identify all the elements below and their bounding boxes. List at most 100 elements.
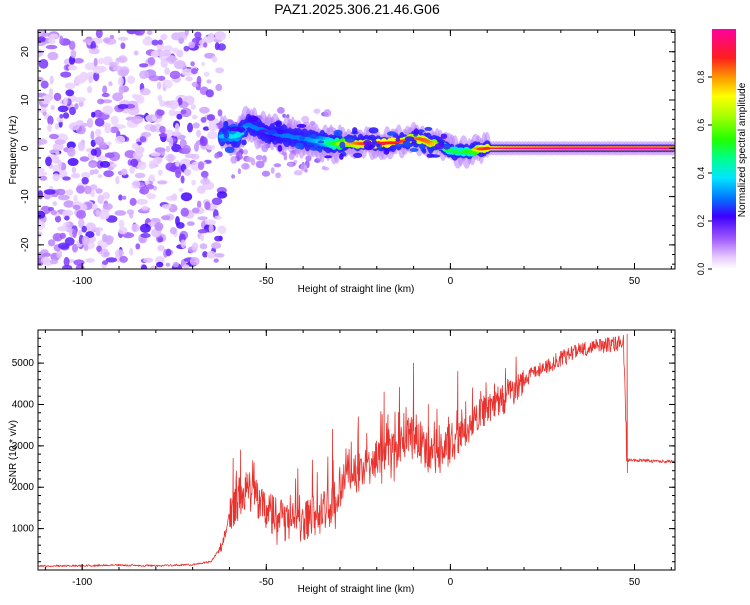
snr-y-ticks: 1000 2000 3000 4000 5000 [12, 329, 675, 571]
noise-blob [57, 105, 69, 113]
y-tick-label: 0 [20, 145, 31, 151]
noise-blob [192, 122, 200, 129]
noise-blob [85, 258, 95, 263]
noise-blob [206, 79, 212, 84]
noise-blob [238, 152, 242, 159]
noise-blob [54, 139, 66, 145]
noise-blob [106, 141, 112, 147]
noise-blob [172, 261, 179, 268]
ridge-cell [386, 131, 397, 136]
ridge-cell [424, 126, 433, 131]
noise-blob [131, 180, 141, 189]
noise-blob [48, 88, 54, 96]
x-tick-label: -100 [72, 577, 92, 588]
noise-blob [217, 43, 226, 51]
noise-blob [202, 126, 210, 131]
noise-blob [217, 109, 223, 117]
noise-blob [117, 104, 129, 109]
noise-blob [255, 154, 263, 161]
noise-blob [55, 150, 60, 156]
noise-blob [118, 85, 125, 95]
noise-blob [201, 61, 206, 67]
noise-blob [118, 219, 125, 229]
ridge-cell [413, 143, 418, 148]
y-tick-label: 5000 [12, 358, 35, 369]
noise-blob [192, 114, 198, 120]
ridge-cell [299, 136, 305, 141]
noise-blob [162, 79, 173, 89]
noise-blob [40, 80, 49, 89]
noise-blob [90, 130, 95, 140]
noise-blob [115, 249, 125, 258]
noise-blob [52, 142, 64, 152]
noise-blob [237, 168, 241, 175]
noise-blob [157, 94, 163, 102]
noise-blob [230, 156, 238, 164]
noise-blob [215, 83, 223, 92]
noise-blob [103, 170, 114, 178]
noise-blob [135, 198, 148, 205]
noise-blob [208, 224, 214, 234]
noise-blob [71, 173, 81, 179]
noise-blob [102, 233, 108, 243]
noise-blob [150, 265, 158, 269]
noise-blob [201, 184, 206, 193]
noise-blob [151, 39, 159, 46]
noise-blob [47, 51, 59, 61]
spectrogram-y-label: Frequency (Hz) [8, 116, 19, 185]
noise-blob [99, 160, 111, 168]
ridge-cell [277, 145, 283, 152]
ridge-cell [258, 129, 268, 133]
noise-blob [38, 36, 46, 43]
noise-blob [262, 155, 267, 163]
noise-blob [173, 60, 186, 70]
noise-blob [213, 258, 219, 263]
noise-blob [156, 109, 165, 116]
noise-blob [54, 215, 62, 223]
noise-blob [175, 160, 180, 167]
noise-blob [191, 81, 199, 88]
ridge-cell [434, 143, 444, 150]
noise-blob [161, 215, 171, 221]
noise-blob [98, 209, 110, 220]
noise-blob [49, 149, 57, 154]
noise-blob [191, 179, 197, 186]
spectrogram-x-ticks: -100 -50 0 50 [44, 30, 672, 287]
noise-blob [69, 106, 76, 116]
noise-blob [93, 57, 98, 67]
noise-blob [38, 107, 47, 113]
noise-blob [78, 218, 85, 229]
spectrogram-frame [37, 29, 676, 270]
noise-blob [88, 162, 97, 168]
noise-blob [117, 36, 129, 41]
noise-blob [72, 204, 81, 210]
noise-blob [135, 243, 141, 250]
noise-blob [169, 100, 179, 110]
noise-blob [231, 174, 236, 179]
noise-blob [65, 89, 75, 97]
noise-blob [91, 111, 96, 118]
x-tick-label: 0 [448, 276, 454, 287]
noise-blob [196, 75, 202, 86]
noise-blob [95, 128, 102, 137]
noise-blob [214, 42, 220, 51]
noise-blob [194, 142, 199, 152]
spectrogram-ridge [217, 105, 675, 169]
noise-blob [288, 152, 295, 160]
noise-blob [129, 248, 134, 256]
noise-blob [43, 252, 51, 257]
noise-blob [204, 219, 216, 226]
noise-blob [147, 57, 156, 66]
noise-blob [208, 123, 218, 132]
noise-blob [50, 210, 57, 215]
noise-blob [38, 220, 46, 230]
noise-blob [54, 123, 60, 130]
noise-blob [245, 156, 255, 163]
noise-blob [150, 50, 159, 58]
noise-blob [203, 42, 208, 48]
noise-blob [52, 201, 58, 206]
noise-blob [168, 109, 176, 117]
noise-blob [199, 106, 210, 114]
noise-blob [277, 107, 285, 114]
